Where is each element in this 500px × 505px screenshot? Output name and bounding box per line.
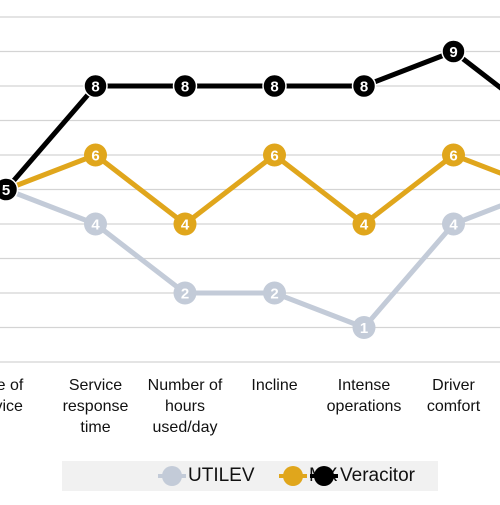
- data-point-veracitor: [262, 73, 287, 99]
- x-tick-label: Incline: [251, 377, 297, 394]
- data-point-utilev: [352, 316, 376, 339]
- legend-label-utilev: UTILEV: [188, 465, 255, 486]
- data-point-mx: [84, 143, 107, 167]
- data-point-veracitor: [441, 39, 466, 64]
- data-label-utilev: 2: [181, 286, 189, 303]
- x-tick-label: Service response time: [63, 377, 129, 436]
- data-label-veracitor: 8: [360, 79, 368, 96]
- data-label-veracitor: 8: [270, 79, 278, 96]
- legend-marker-mx: [279, 466, 307, 486]
- data-label-utilev: 1: [360, 320, 368, 337]
- legend-marker-utilev: [158, 466, 186, 486]
- data-label-mx: 6: [270, 148, 278, 165]
- data-point-utilev: [442, 212, 465, 236]
- data-label-utilev: 4: [449, 217, 458, 234]
- legend-label-veracitor: Veracitor: [340, 465, 415, 486]
- data-point-mx: [263, 143, 286, 167]
- data-label-mx: 6: [449, 148, 457, 165]
- data-point-utilev: [173, 281, 197, 305]
- data-point-mx: [442, 143, 465, 167]
- data-point-veracitor: [0, 177, 19, 202]
- x-tick-label: Driver comfort: [427, 377, 481, 415]
- data-label-utilev: 2: [270, 286, 278, 303]
- data-label-veracitor: 8: [181, 79, 189, 96]
- data-point-utilev: [263, 281, 286, 305]
- data-label-veracitor: 8: [91, 79, 99, 96]
- data-point-veracitor: [83, 73, 108, 99]
- data-point-utilev: [84, 212, 107, 236]
- data-label-mx: 6: [91, 148, 99, 165]
- data-label-veracitor: 9: [449, 44, 457, 61]
- data-point-mx: [173, 212, 197, 236]
- x-tick-label: se ofrvice: [0, 377, 24, 415]
- legend-marker-veracitor: [310, 466, 338, 486]
- chart-legend: UTILEV MX Veracitor: [62, 461, 438, 491]
- data-point-mx: [352, 212, 376, 236]
- x-tick-label: Number of hours used/day: [148, 377, 223, 436]
- data-label-mx: 4: [360, 217, 369, 234]
- data-label-mx: 4: [181, 217, 190, 234]
- legend-item-veracitor: Veracitor: [310, 461, 415, 491]
- data-label-utilev: 4: [91, 217, 100, 234]
- x-tick-label: Intense operations: [327, 377, 402, 415]
- legend-item-utilev: UTILEV: [158, 461, 255, 491]
- data-point-veracitor: [351, 73, 377, 99]
- data-point-veracitor: [172, 73, 198, 99]
- data-label-veracitor: 5: [2, 182, 10, 199]
